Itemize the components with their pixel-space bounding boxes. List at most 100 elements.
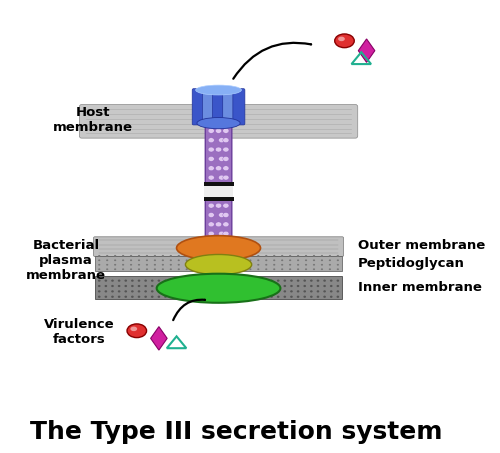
Bar [95, 256, 342, 271]
Ellipse shape [330, 296, 332, 298]
Ellipse shape [138, 255, 140, 257]
Ellipse shape [194, 268, 196, 270]
Ellipse shape [208, 138, 214, 143]
Ellipse shape [216, 166, 222, 171]
Ellipse shape [104, 290, 107, 293]
Ellipse shape [176, 236, 260, 260]
Ellipse shape [304, 285, 306, 287]
Ellipse shape [138, 290, 140, 293]
Ellipse shape [196, 85, 242, 95]
Polygon shape [358, 39, 375, 63]
Ellipse shape [190, 285, 194, 287]
Ellipse shape [114, 268, 116, 270]
Ellipse shape [106, 260, 108, 261]
Ellipse shape [98, 260, 100, 261]
Ellipse shape [198, 280, 200, 282]
Ellipse shape [224, 280, 226, 282]
Ellipse shape [218, 100, 224, 105]
Ellipse shape [122, 260, 124, 261]
Ellipse shape [194, 260, 196, 261]
FancyBboxPatch shape [80, 105, 357, 138]
Ellipse shape [170, 268, 172, 270]
Ellipse shape [178, 296, 180, 298]
Ellipse shape [208, 147, 214, 152]
Ellipse shape [204, 285, 206, 287]
Ellipse shape [154, 264, 156, 265]
FancyBboxPatch shape [94, 237, 344, 256]
Ellipse shape [305, 268, 307, 270]
Ellipse shape [290, 296, 293, 298]
Ellipse shape [321, 260, 323, 261]
Ellipse shape [158, 296, 160, 298]
Ellipse shape [316, 296, 320, 298]
Ellipse shape [244, 296, 246, 298]
Ellipse shape [138, 260, 140, 261]
Ellipse shape [290, 280, 293, 282]
Ellipse shape [151, 296, 154, 298]
Ellipse shape [321, 268, 323, 270]
Ellipse shape [178, 268, 180, 270]
FancyBboxPatch shape [202, 89, 214, 125]
Ellipse shape [223, 156, 229, 161]
Ellipse shape [313, 260, 315, 261]
Ellipse shape [130, 255, 132, 257]
Ellipse shape [114, 255, 116, 257]
Ellipse shape [281, 268, 283, 270]
Ellipse shape [264, 280, 266, 282]
Ellipse shape [218, 138, 224, 143]
Ellipse shape [104, 280, 107, 282]
Ellipse shape [216, 203, 222, 208]
Ellipse shape [208, 184, 214, 189]
Ellipse shape [198, 290, 200, 293]
Ellipse shape [202, 255, 203, 257]
Ellipse shape [297, 290, 300, 293]
Ellipse shape [223, 203, 229, 208]
Ellipse shape [223, 119, 229, 124]
Ellipse shape [197, 117, 240, 129]
Ellipse shape [273, 260, 276, 261]
Ellipse shape [208, 212, 214, 217]
FancyBboxPatch shape [192, 89, 204, 125]
Ellipse shape [210, 280, 213, 282]
Ellipse shape [154, 260, 156, 261]
Ellipse shape [158, 290, 160, 293]
Ellipse shape [208, 128, 214, 133]
Ellipse shape [284, 296, 286, 298]
Ellipse shape [244, 280, 246, 282]
Ellipse shape [194, 264, 196, 265]
Ellipse shape [336, 296, 339, 298]
Ellipse shape [184, 280, 186, 282]
Ellipse shape [305, 255, 307, 257]
Ellipse shape [111, 285, 114, 287]
Ellipse shape [218, 268, 220, 270]
Text: Peptidoglycan: Peptidoglycan [358, 257, 465, 270]
Ellipse shape [265, 255, 268, 257]
Ellipse shape [224, 285, 226, 287]
Bar [204, 186, 233, 197]
Ellipse shape [218, 212, 224, 217]
Ellipse shape [297, 264, 299, 265]
Ellipse shape [118, 285, 120, 287]
Ellipse shape [223, 100, 229, 105]
Ellipse shape [273, 264, 276, 265]
Ellipse shape [170, 255, 172, 257]
Ellipse shape [336, 264, 339, 265]
Ellipse shape [208, 222, 214, 227]
Ellipse shape [289, 268, 291, 270]
Ellipse shape [237, 296, 240, 298]
Ellipse shape [202, 268, 203, 270]
Ellipse shape [257, 296, 260, 298]
Ellipse shape [156, 274, 280, 303]
Ellipse shape [297, 285, 300, 287]
Ellipse shape [171, 285, 173, 287]
Ellipse shape [234, 268, 235, 270]
Ellipse shape [114, 260, 116, 261]
Ellipse shape [154, 255, 156, 257]
Text: Outer membrane: Outer membrane [358, 239, 485, 252]
Ellipse shape [324, 280, 326, 282]
Ellipse shape [290, 290, 293, 293]
Ellipse shape [124, 285, 127, 287]
Ellipse shape [98, 285, 100, 287]
Ellipse shape [130, 264, 132, 265]
Ellipse shape [289, 255, 291, 257]
